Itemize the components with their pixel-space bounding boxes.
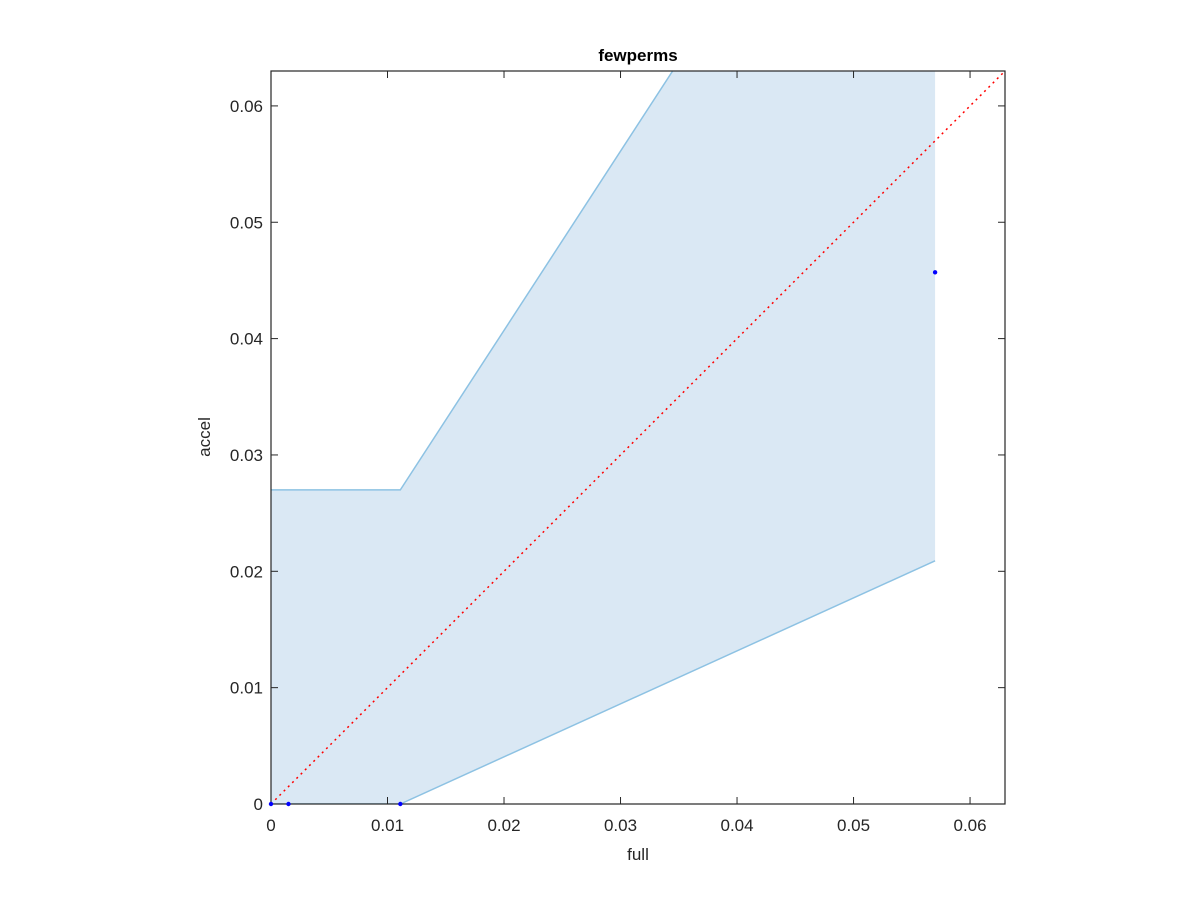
y-tick-label: 0.02 [230, 562, 263, 581]
point [398, 801, 403, 807]
y-tick-label: 0.03 [230, 446, 263, 465]
y-tick-label: 0 [254, 795, 263, 814]
x-tick-label: 0.01 [371, 816, 404, 835]
y-tick-label: 0.04 [230, 330, 263, 349]
axes: 0 0.01 0.02 0.03 0.04 0.05 0.06 0 0.01 0.02 0.03 0.… [230, 70, 1006, 835]
y-tick-label: 0.05 [230, 213, 263, 232]
y-axis-label: accel [195, 417, 214, 457]
x-tick-label: 0.03 [604, 816, 637, 835]
y-tick-label: 0.01 [230, 679, 263, 698]
x-tick-label: 0.04 [720, 816, 753, 835]
point [268, 801, 274, 807]
reference-line [271, 71, 1005, 804]
y-tick-label: 0.06 [230, 97, 263, 116]
plot-area [271, 71, 1005, 804]
x-tick-label: 0.05 [837, 816, 870, 835]
point [932, 270, 938, 275]
band-upper [271, 71, 674, 491]
band-lower [271, 560, 936, 804]
axes-box [270, 70, 1006, 805]
confidence-band [271, 71, 936, 804]
x-tick-label: 0.06 [954, 816, 987, 835]
x-tick-label: 0 [266, 816, 275, 835]
x-tick-label: 0.02 [487, 816, 520, 835]
point [286, 801, 291, 807]
chart-title: fewperms [598, 46, 677, 65]
x-axis-label: full [627, 845, 649, 864]
